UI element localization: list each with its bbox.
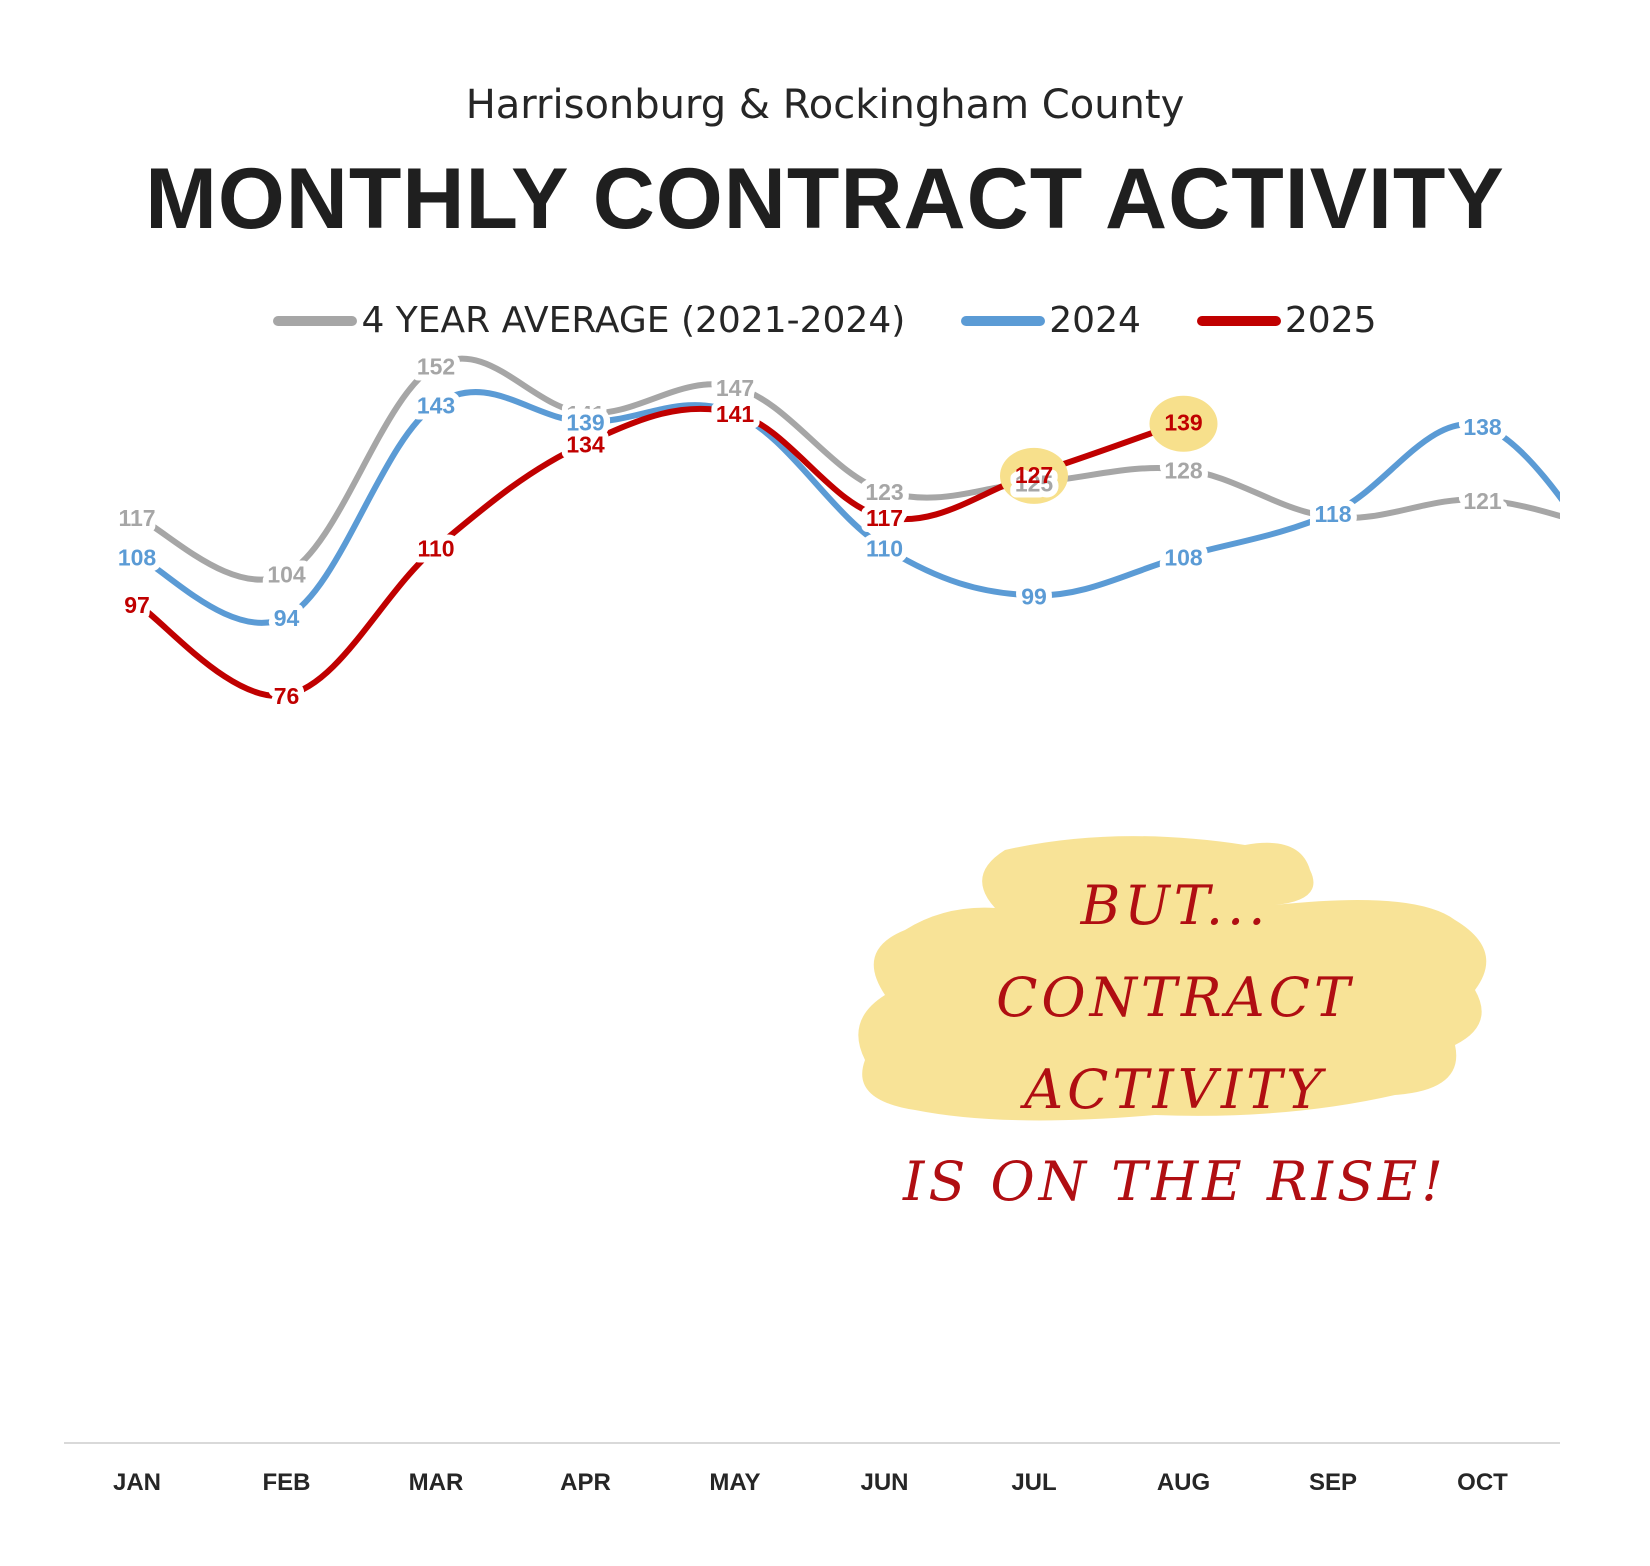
x-tick-label: APR [560,1469,611,1496]
data-label-average: 125 [1015,471,1054,497]
data-label-2024: 141 [716,401,755,427]
data-label-2024: 139 [566,410,604,436]
legend-label-2024: 2024 [1049,300,1141,341]
data-label-2024: 110 [866,536,903,562]
data-label-average: 152 [417,353,455,379]
annotation-line-1: BUT... [1080,874,1270,937]
data-label-average: 121 [1463,488,1502,514]
annotation-line-3: IS ON THE RISE! [903,1150,1447,1213]
data-label-average: 117 [1314,505,1351,531]
legend-swatch-average [273,315,358,326]
data-label-2024: 108 [1164,544,1203,570]
data-label-average: 104 [267,562,306,588]
x-tick-label: AUG [1157,1469,1210,1496]
data-label-2025: 76 [274,683,300,709]
x-tick-label: FEB [263,1469,311,1496]
chart-subtitle: Harrisonburg & Rockingham County [465,82,1185,128]
annotation-text: BUT... CONTRACT ACTIVITY IS ON THE RISE! [855,860,1495,1228]
series-line-2024 [134,389,1560,626]
data-label-2024: 108 [118,544,157,570]
legend-swatch-2024 [961,315,1046,326]
legend-item-2024: 2024 [961,300,1141,341]
legend-item-average: 4 YEAR AVERAGE (2021-2024) [273,300,905,341]
data-label-average: 123 [865,479,903,505]
annotation-line-2: CONTRACT ACTIVITY [996,966,1354,1121]
data-label-2025: 141 [716,401,755,427]
legend-label-average: 4 YEAR AVERAGE (2021-2024) [361,300,906,341]
x-tick-label: MAY [709,1469,760,1496]
data-label-2024: 138 [1463,414,1502,440]
series-line-average [134,355,1560,583]
point-highlight [1000,447,1068,504]
annotation-callout: BUT... CONTRACT ACTIVITY IS ON THE RISE! [855,830,1495,1213]
data-label-2025: 117 [866,505,903,531]
x-tick-label: JAN [113,1469,161,1496]
data-label-2025: 139 [1164,410,1202,436]
series-line-2025 [134,405,1187,699]
data-label-2025: 97 [124,592,150,618]
x-tick-label: SEP [1309,1469,1357,1496]
data-label-2024: 118 [1314,501,1351,527]
point-highlight [1149,395,1218,452]
data-label-2025: 134 [566,431,605,457]
data-label-2024: 143 [417,392,455,418]
legend-swatch-2025 [1196,315,1281,326]
data-label-2024: 94 [274,605,300,631]
data-label-average: 128 [1164,457,1203,483]
annotation-highlight [858,836,1487,1121]
legend-item-2025: 2025 [1196,300,1377,341]
x-tick-label: OCT [1457,1469,1508,1496]
data-label-average: 147 [716,375,754,401]
x-tick-label: JUL [1011,1469,1056,1496]
data-label-2025: 110 [417,536,454,562]
x-tick-label: MAR [409,1469,464,1496]
chart-title: MONTHLY CONTRACT ACTIVITY [145,151,1505,247]
x-tick-label: JUN [860,1469,908,1496]
data-label-2024: 99 [1021,583,1047,609]
data-label-2025: 127 [1015,462,1053,488]
data-label-average: 117 [118,505,155,531]
chart-legend: 4 YEAR AVERAGE (2021-2024) 2024 2025 [0,300,1650,341]
legend-label-2025: 2025 [1284,300,1377,341]
data-label-average: 141 [566,401,605,427]
